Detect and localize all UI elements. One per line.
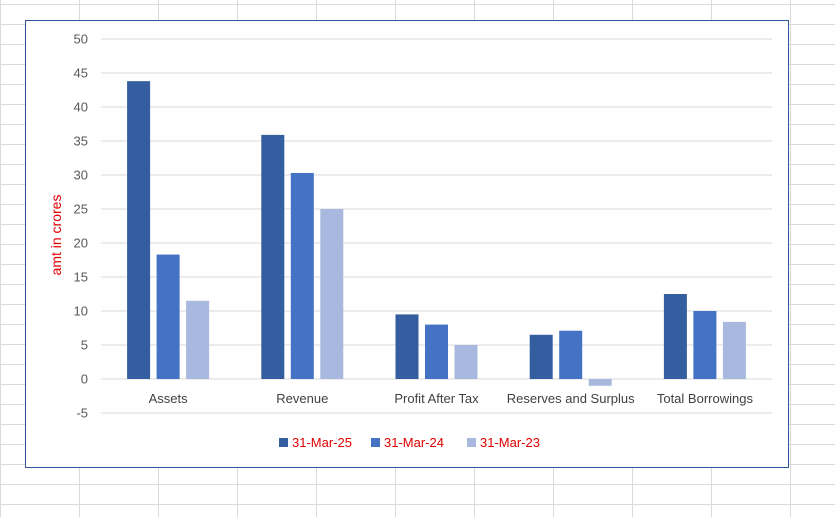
y-tick-label: 20: [74, 236, 88, 251]
bar-3-4: [588, 379, 612, 386]
bar-2-3: [425, 324, 448, 379]
y-axis-label: amt in crores: [48, 195, 64, 276]
y-tick-label: 0: [81, 372, 88, 387]
bar-3-1: [186, 300, 210, 379]
bar-2-4: [559, 330, 583, 379]
x-category-label: Reserves and Surplus: [507, 391, 635, 406]
bar-1-1: [127, 81, 151, 379]
y-tick-label: 30: [74, 168, 88, 183]
y-tick-label: 10: [74, 304, 88, 319]
x-category-label: Revenue: [276, 391, 328, 406]
y-tick-label: 15: [74, 270, 88, 285]
x-category-label: Assets: [149, 391, 189, 406]
bar-1-3: [395, 314, 419, 379]
chart-area[interactable]: 50 45 40 35 30 25 20 15 10 5 0 -5 Assets Revenue Prof…: [25, 20, 789, 468]
gridlines: [101, 38, 772, 414]
x-category-label: Total Borrowings: [657, 391, 754, 406]
legend-label: 31-Mar-23: [480, 435, 540, 450]
legend-label: 31-Mar-24: [384, 435, 444, 450]
legend-label: 31-Mar-25: [292, 435, 352, 450]
legend: 31-Mar-25 31-Mar-24 31-Mar-23: [279, 435, 540, 450]
x-category-label: Profit After Tax: [394, 391, 479, 406]
x-axis-categories: Assets Revenue Profit After Tax Reserves an…: [149, 391, 754, 406]
bar-1-2: [261, 134, 285, 379]
y-tick-label: 5: [81, 338, 88, 353]
bar-1-4: [529, 334, 553, 379]
y-tick-label: 40: [74, 100, 88, 115]
bar-2-1: [156, 254, 180, 379]
bar-2-2: [290, 172, 314, 379]
y-tick-label: -5: [76, 406, 88, 421]
legend-swatch: [467, 438, 476, 447]
legend-swatch: [279, 438, 288, 447]
bar-3-2: [320, 209, 344, 379]
y-tick-label: 35: [74, 134, 88, 149]
bar-2-5: [693, 311, 717, 379]
bar-3-5: [722, 321, 746, 379]
legend-swatch: [371, 438, 380, 447]
bar-3-3: [454, 345, 478, 379]
y-tick-label: 50: [74, 32, 88, 47]
bars: [127, 81, 746, 386]
y-tick-label: 25: [74, 202, 88, 217]
y-tick-label: 45: [74, 66, 88, 81]
bar-1-5: [663, 294, 687, 379]
